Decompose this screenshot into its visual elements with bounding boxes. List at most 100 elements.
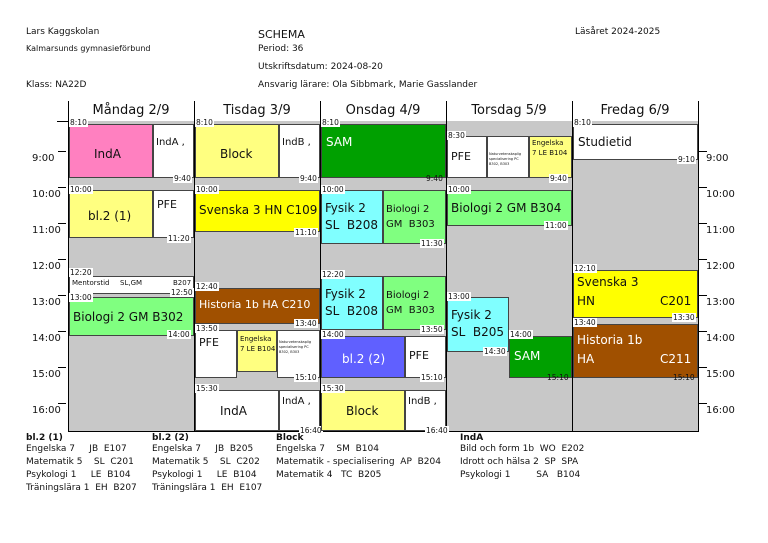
hour-tick: [58, 223, 66, 224]
lesson-wed-indb[interactable]: IndB ,: [405, 390, 446, 431]
time-end: 15:10: [673, 373, 695, 382]
time-end: 14:30: [483, 347, 507, 356]
time-start: 8:10: [573, 118, 592, 127]
lesson-fri-studietid[interactable]: Studietid: [573, 124, 698, 160]
lesson-title: Fysik 2 SL B205: [451, 308, 505, 339]
day-header-tuesday: Tisdag 3/9: [223, 103, 291, 118]
time-end: 11:00: [544, 221, 568, 230]
lesson-title: Block: [346, 404, 379, 418]
lesson-tue-nv-spec[interactable]: Naturvetenskaplig specialisering PC B302…: [277, 330, 320, 378]
lesson-thu-fysik[interactable]: Fysik 2 SL B205: [447, 297, 509, 352]
header-divider: [446, 101, 447, 121]
lesson-room: C201: [660, 294, 692, 308]
page-title: SCHEMA: [258, 28, 305, 41]
hour-label-right: 10:00: [706, 189, 735, 200]
time-end: 11:10: [294, 228, 318, 237]
time-end: 16:40: [425, 426, 449, 435]
lesson-title: SAM: [514, 349, 541, 363]
legend-inda: IndA Bild och form 1b WO E202 Idrott och…: [460, 433, 584, 482]
lesson-wed-fysik-2[interactable]: Fysik 2 SL B208: [321, 276, 383, 330]
hour-tick: [699, 367, 707, 368]
lesson-tue-block[interactable]: Block: [195, 124, 279, 178]
lesson-mon-bl2[interactable]: bl.2 (1): [69, 190, 153, 238]
time-end: 15:10: [420, 373, 444, 382]
hour-label-right: 15:00: [706, 369, 735, 380]
lesson-teacher: HA: [577, 352, 595, 366]
lesson-wed-biologi-1[interactable]: Biologi 2 GM B303: [383, 190, 446, 244]
time-start: 10:00: [195, 185, 219, 194]
lesson-tue-pfe[interactable]: PFE: [195, 330, 237, 378]
hour-tick: [699, 223, 707, 224]
legend-line: Psykologi 1 LE B104: [152, 470, 257, 480]
lesson-mon-biologi[interactable]: Biologi 2 GM B302: [69, 297, 194, 336]
lesson-wed-pfe[interactable]: PFE: [405, 336, 446, 378]
day-header-thursday: Torsdag 5/9: [471, 103, 547, 118]
lesson-wed-block[interactable]: Block: [321, 390, 405, 431]
lesson-tue-indb[interactable]: IndB ,: [279, 124, 320, 178]
lesson-thu-pfe[interactable]: PFE: [447, 136, 487, 178]
time-start: 12:20: [69, 268, 93, 277]
lesson-fri-historia[interactable]: Historia 1b HA C211: [573, 324, 698, 378]
lesson-title: bl.2 (1): [88, 209, 132, 223]
class-label: Klass: NA22D: [26, 80, 87, 90]
period-label: Period: 36: [258, 44, 304, 54]
time-start: 10:00: [321, 185, 345, 194]
legend-line: Engelska 7 JB E107: [26, 444, 127, 454]
school-year: Läsåret 2024-2025: [575, 27, 661, 37]
legend-line: Matematik 4 TC B205: [276, 470, 382, 480]
lesson-wed-sam[interactable]: SAM: [321, 124, 446, 178]
lesson-thu-nv-spec[interactable]: Naturvetenskaplig specialisering PC B302…: [487, 136, 529, 178]
lesson-thu-engelska[interactable]: Engelska 7 LE B104: [529, 136, 572, 178]
time-start: 8:10: [69, 118, 88, 127]
time-start: 10:00: [447, 185, 471, 194]
legend-line: Idrott och hälsa 2 SP SPA: [460, 457, 579, 467]
legend-title: IndA: [460, 433, 484, 443]
time-start: 13:40: [573, 318, 597, 327]
hour-label-left: 15:00: [32, 369, 61, 380]
time-end: 9:40: [299, 174, 318, 183]
lesson-tue-engelska[interactable]: Engelska 7 LE B104: [237, 330, 277, 372]
lesson-wed-fysik-1[interactable]: Fysik 2 SL B208: [321, 190, 383, 244]
time-start: 14:00: [321, 330, 345, 339]
lesson-mon-pfe[interactable]: PFE: [153, 190, 194, 238]
hour-label-right: 9:00: [706, 153, 729, 164]
time-end: 9:40: [549, 174, 568, 183]
lesson-teacher: SL,GM: [120, 279, 143, 287]
hour-tick: [58, 367, 66, 368]
lesson-tue-inda[interactable]: IndA: [195, 390, 279, 431]
time-start: 15:30: [321, 384, 345, 393]
lesson-tue-historia[interactable]: Historia 1b HA C210: [195, 288, 320, 324]
lesson-mon-inda[interactable]: IndA: [69, 124, 153, 178]
organization-name: Kalmarsunds gymnasieförbund: [26, 44, 151, 53]
lesson-wed-biologi-2[interactable]: Biologi 2 GM B303: [383, 276, 446, 330]
lesson-mon-inda-side[interactable]: IndA ,: [153, 124, 194, 178]
time-start: 15:30: [195, 384, 219, 393]
lesson-title: Biologi 2 GM B302: [73, 310, 184, 324]
time-end: 15:10: [294, 373, 318, 382]
lesson-fri-svenska[interactable]: Svenska 3 HN C201: [573, 270, 698, 318]
lesson-thu-sam[interactable]: SAM: [509, 336, 572, 378]
time-start: 13:00: [447, 292, 471, 301]
header-divider: [320, 101, 321, 121]
lesson-thu-biologi[interactable]: Biologi 2 GM B304: [447, 190, 572, 226]
header-divider: [572, 101, 573, 121]
time-start: 12:40: [195, 282, 219, 291]
lesson-mon-mentor[interactable]: Mentorstid SL,GM B207: [69, 276, 194, 294]
responsible-teachers: Ansvarig lärare: Ola Sibbmark, Marie Gas…: [258, 80, 478, 90]
lesson-side: IndB ,: [408, 396, 437, 407]
legend-bl2-2: bl.2 (2) Engelska 7 JB B205 Matematik 5 …: [152, 433, 262, 495]
lesson-wed-bl2[interactable]: bl.2 (2): [321, 336, 405, 378]
header-divider: [68, 101, 69, 121]
hour-tick: [699, 187, 707, 188]
lesson-title: Historia 1b: [577, 333, 643, 347]
lesson-title: Studietid: [578, 135, 632, 149]
time-end: 13:50: [420, 325, 444, 334]
time-start: 8:30: [447, 131, 466, 140]
lesson-title: IndA: [220, 404, 247, 418]
lesson-title: Block: [220, 147, 253, 161]
lesson-tue-svenska[interactable]: Svenska 3 HN C109: [195, 190, 320, 232]
legend-bl2-1: bl.2 (1) Engelska 7 JB E107 Matematik 5 …: [26, 433, 137, 495]
day-header-wednesday: Onsdag 4/9: [345, 103, 421, 118]
lesson-tue-inda-side[interactable]: IndA ,: [279, 390, 320, 431]
hour-tick: [699, 259, 707, 260]
